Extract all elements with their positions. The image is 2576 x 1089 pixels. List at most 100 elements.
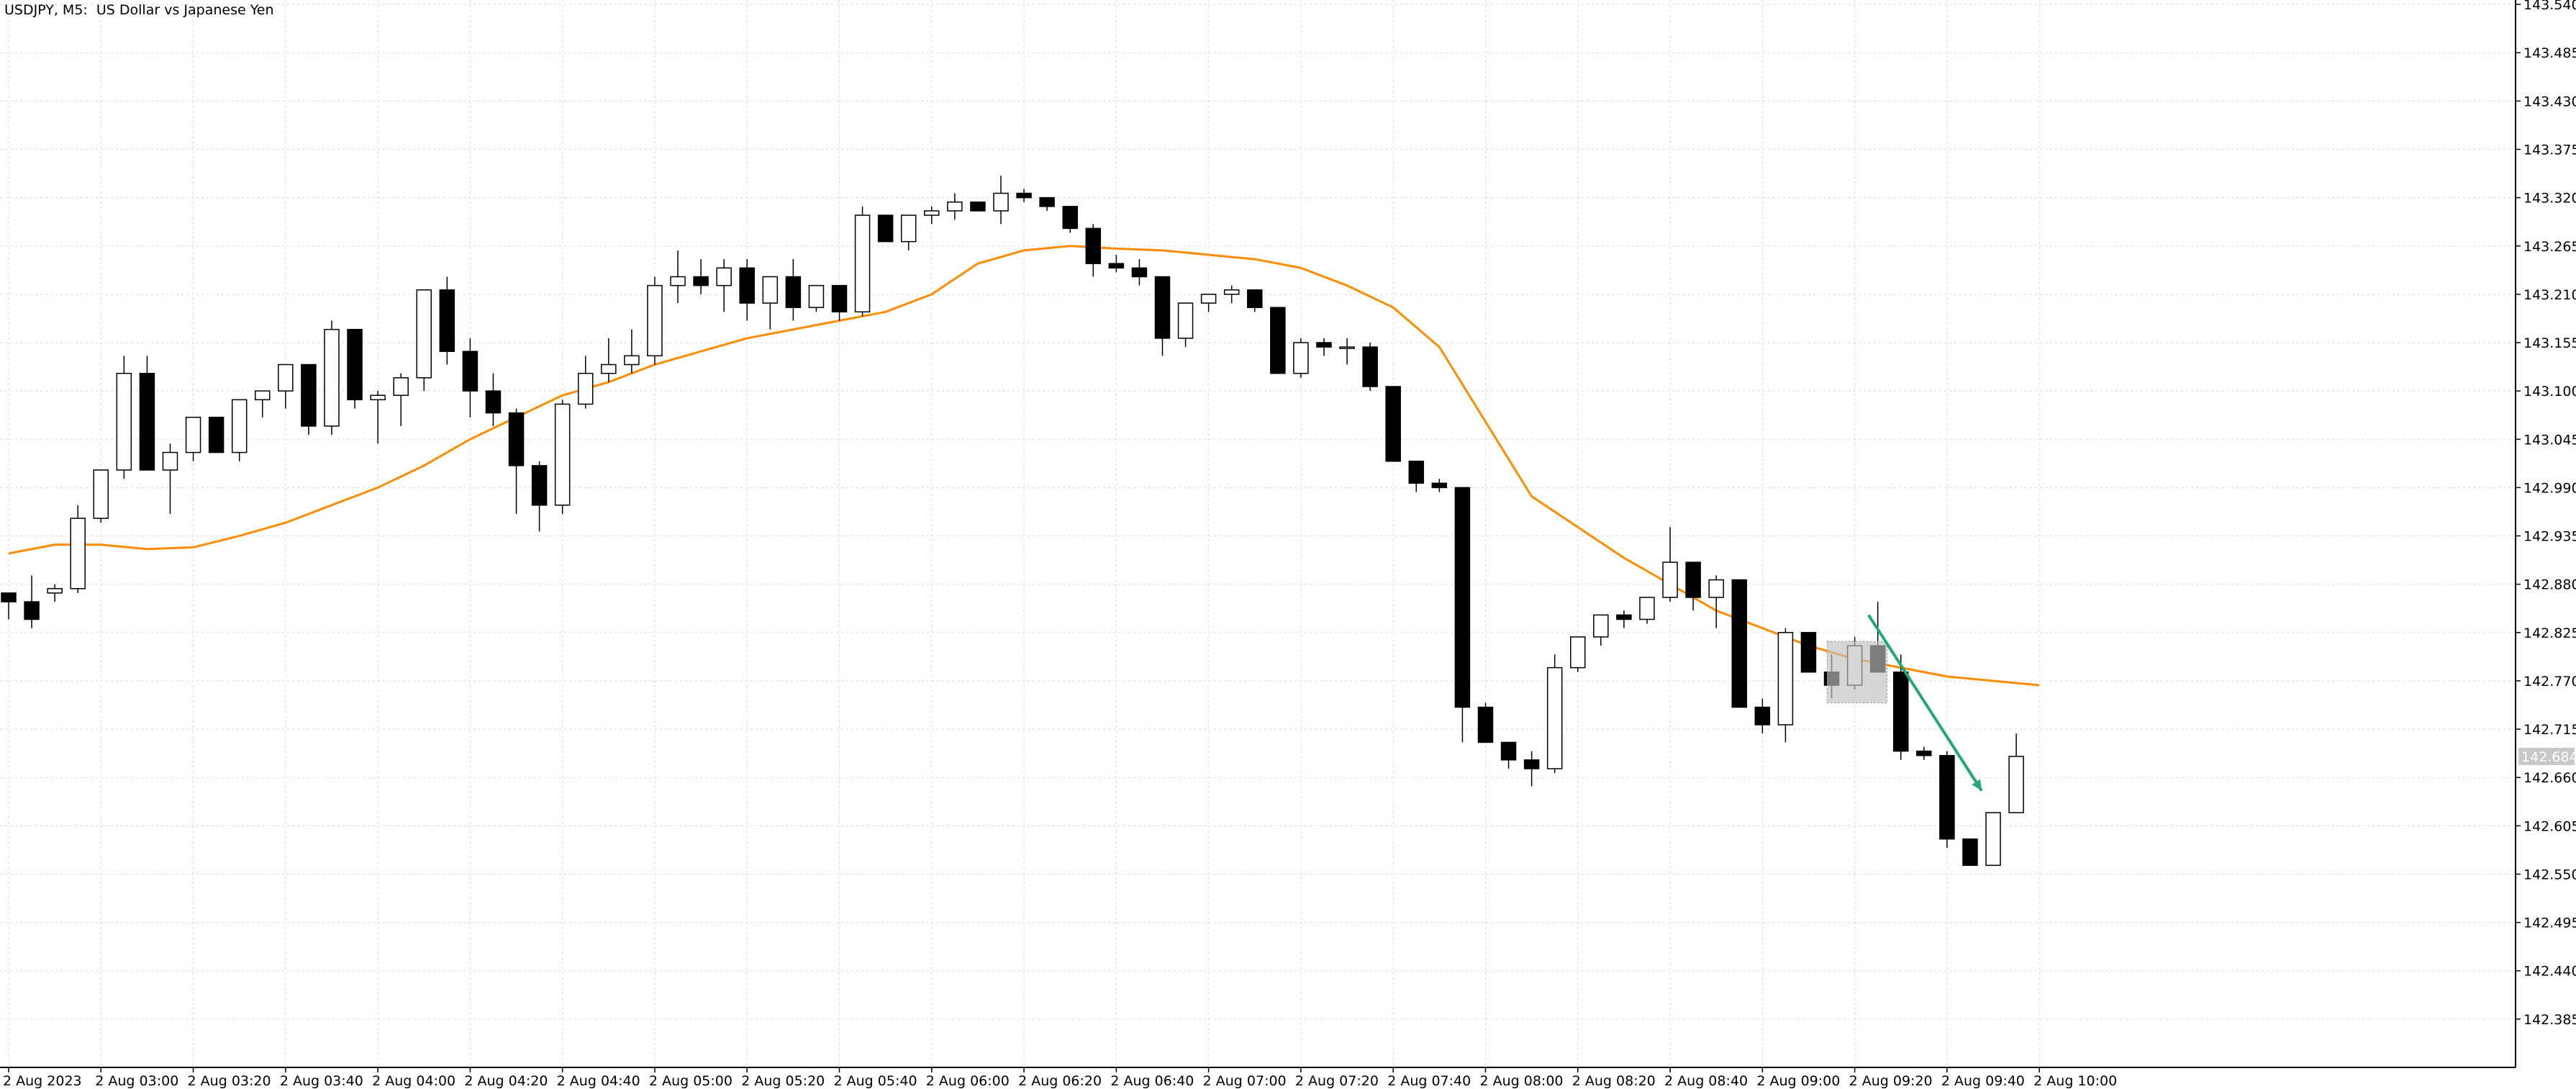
y-tick-label: 143.375 (2523, 142, 2576, 158)
candle-bull-body (1546, 666, 1563, 769)
candle-bear-body (1270, 307, 1286, 374)
candle-bear-body (531, 465, 548, 506)
candle-bear-body (1108, 263, 1125, 269)
candle (1777, 628, 1794, 743)
candle-bull-body (624, 355, 640, 366)
y-tick-label: 142.825 (2523, 625, 2576, 641)
candle-bear-body (1039, 196, 1055, 207)
candle-bear-body (1316, 342, 1332, 348)
candle-bear-body (1247, 289, 1263, 308)
candle (1939, 751, 1955, 848)
candle (693, 259, 709, 294)
candle (70, 505, 86, 593)
candle-bear-body (1454, 487, 1471, 708)
candle-bull-body (1593, 614, 1609, 638)
y-tick-label: 142.440 (2523, 964, 2576, 980)
candle (1916, 746, 1932, 760)
trend-arrow-head[interactable] (1972, 779, 1982, 791)
y-tick-label: 142.550 (2523, 867, 2576, 882)
candle-bear-body (1731, 579, 1747, 708)
candle-bear-body (1939, 754, 1955, 840)
candle (670, 250, 686, 304)
candle-bear-body (347, 328, 363, 401)
trend-arrow-line[interactable] (1867, 614, 1983, 792)
selection-rectangle[interactable] (1826, 641, 1887, 703)
candle (24, 575, 40, 628)
candle-bear-body (1616, 614, 1632, 620)
candle (278, 363, 294, 409)
candle (924, 206, 940, 225)
x-tick-label: 2 Aug 08:20 (1572, 1073, 1656, 1089)
candle-bull-body (116, 372, 132, 471)
x-tick-label: 2 Aug 07:20 (1295, 1073, 1379, 1089)
candle-bull-body (1777, 632, 1794, 726)
x-tick-label: 2 Aug 03:20 (188, 1073, 271, 1089)
candle-bull-body (1662, 561, 1678, 598)
candle-bear-body (1431, 482, 1448, 489)
x-tick-label: 2 Aug 10:00 (2033, 1073, 2117, 1089)
candle (370, 391, 386, 444)
candle-bear-body (1, 592, 17, 602)
candle-bull-body (1200, 294, 1217, 304)
y-tick-label: 142.605 (2523, 818, 2576, 834)
candle (1200, 294, 1217, 312)
candle (1708, 575, 1724, 628)
candle-bear-body (1523, 759, 1540, 769)
candle (1108, 254, 1125, 273)
candle (1639, 597, 1655, 624)
candle (785, 259, 802, 321)
candle (1385, 386, 1401, 462)
candle (1477, 702, 1494, 744)
candle (1247, 289, 1263, 312)
candle (1131, 259, 1148, 286)
candle (1431, 479, 1448, 492)
candle (578, 356, 594, 409)
candle (1731, 579, 1747, 708)
candle (1754, 698, 1771, 734)
x-tick-label: 2 Aug 05:40 (834, 1073, 917, 1089)
x-tick-label: 2 Aug 06:40 (1110, 1073, 1194, 1089)
x-tick-label: 2 Aug 09:40 (1941, 1073, 2025, 1089)
candle (301, 363, 317, 435)
candle (947, 193, 963, 220)
candle-bear-body (1500, 741, 1517, 761)
candle-bull-body (900, 214, 917, 243)
candle-bull-body (578, 372, 594, 405)
candle (739, 259, 755, 321)
candle-bull-body (554, 403, 571, 506)
candle (1570, 636, 1586, 672)
candle (1362, 343, 1378, 392)
y-tick-label: 142.660 (2523, 770, 2576, 786)
candle-bull-body (2008, 756, 2024, 813)
candle-bear-body (785, 276, 802, 308)
candle (1962, 838, 1978, 867)
candle-bull-body (324, 328, 340, 427)
candle (1154, 276, 1171, 356)
candle (162, 443, 178, 515)
candle-bear-body (139, 372, 155, 471)
x-tick-label: 2 Aug 03:40 (280, 1073, 363, 1089)
candle (1408, 461, 1425, 492)
candle-bear-body (1892, 671, 1909, 752)
candle-bear-body (693, 276, 709, 286)
candle-bull-body (231, 399, 248, 453)
candle-bear-body (877, 214, 894, 243)
moving-average (8, 245, 2040, 687)
annotations[interactable] (1826, 614, 1983, 792)
candle (347, 328, 363, 409)
candle-bull-body (993, 192, 1009, 212)
candle-bull-body (1985, 812, 2001, 867)
candle (1293, 338, 1309, 378)
y-tick-label: 143.540 (2523, 0, 2576, 13)
candle (1016, 189, 1032, 202)
candle (624, 329, 640, 374)
x-tick-label: 2 Aug 07:00 (1203, 1073, 1287, 1089)
candle-bull-body (393, 377, 409, 397)
candle (185, 417, 201, 461)
candle-bear-body (439, 289, 455, 352)
candle (716, 259, 732, 312)
candle-bull-body (93, 469, 109, 519)
candle (462, 338, 479, 417)
candle-bull-body (947, 201, 963, 212)
